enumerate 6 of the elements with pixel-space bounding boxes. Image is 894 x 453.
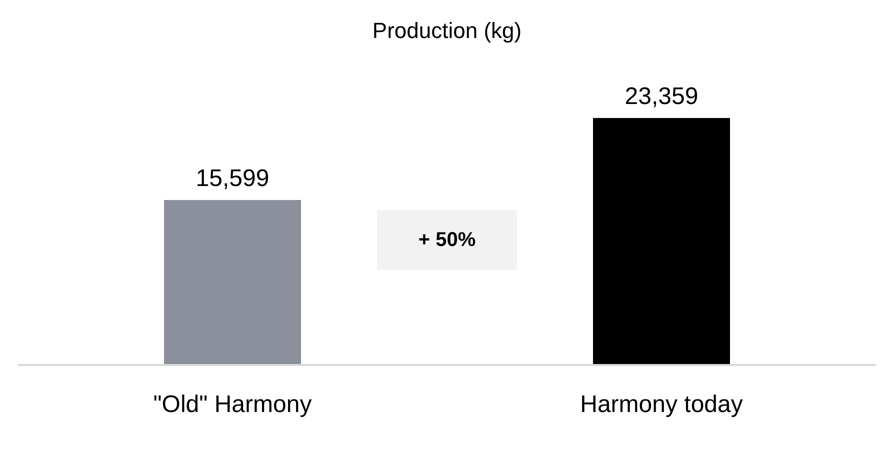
annotation: + 50% <box>418 228 476 252</box>
x-tick-label: "Old" Harmony <box>153 391 312 418</box>
data-label: 23,359 <box>624 83 698 110</box>
chart-title: Production (kg) <box>371 18 523 44</box>
x-tick-label: Harmony today <box>580 391 743 418</box>
data-label: 15,599 <box>196 165 270 192</box>
